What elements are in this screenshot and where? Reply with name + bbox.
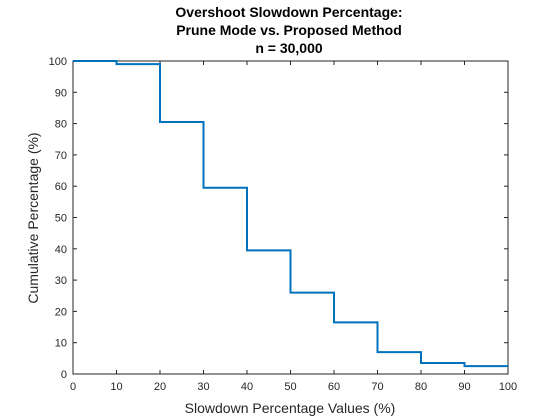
- x-tick-label: 50: [284, 381, 296, 393]
- x-tick-label: 90: [458, 381, 470, 393]
- y-tick-label: 20: [55, 306, 67, 318]
- y-tick-label: 90: [55, 87, 67, 99]
- y-tick-label: 40: [55, 244, 67, 256]
- x-tick-label: 30: [197, 381, 209, 393]
- plot-area: 0 10 20 30 40 50 60 70 80 90 100 0 10 20 30 40 50 60 70 80 9…: [49, 56, 518, 393]
- y-tick-label: 80: [55, 119, 67, 131]
- y-tick-label: 70: [55, 150, 67, 162]
- x-axis-label: Slowdown Percentage Values (%): [185, 400, 396, 416]
- y-tick-label: 60: [55, 181, 67, 193]
- series-line: [73, 60, 508, 368]
- y-axis-label: Cumulative Percentage (%): [25, 132, 41, 303]
- x-tick-label: 70: [371, 381, 383, 393]
- x-tick-label: 10: [110, 381, 122, 393]
- x-tick-label: 60: [328, 381, 340, 393]
- chart-title-line-1: Overshoot Slowdown Percentage:: [175, 4, 402, 20]
- x-tick-label: 0: [70, 381, 76, 393]
- x-tick-label: 100: [499, 381, 517, 393]
- chart-title-line-3: n = 30,000: [255, 40, 323, 56]
- y-tick-label: 100: [49, 56, 67, 68]
- y-tick-label: 10: [55, 338, 67, 350]
- x-tick-label: 40: [241, 381, 253, 393]
- x-tick-label: 80: [415, 381, 427, 393]
- y-tick-label: 0: [61, 369, 67, 381]
- chart-title-line-2: Prune Mode vs. Proposed Method: [176, 22, 402, 38]
- x-tick-label: 20: [154, 381, 166, 393]
- y-tick-label: 50: [55, 213, 67, 225]
- y-tick-label: 30: [55, 275, 67, 287]
